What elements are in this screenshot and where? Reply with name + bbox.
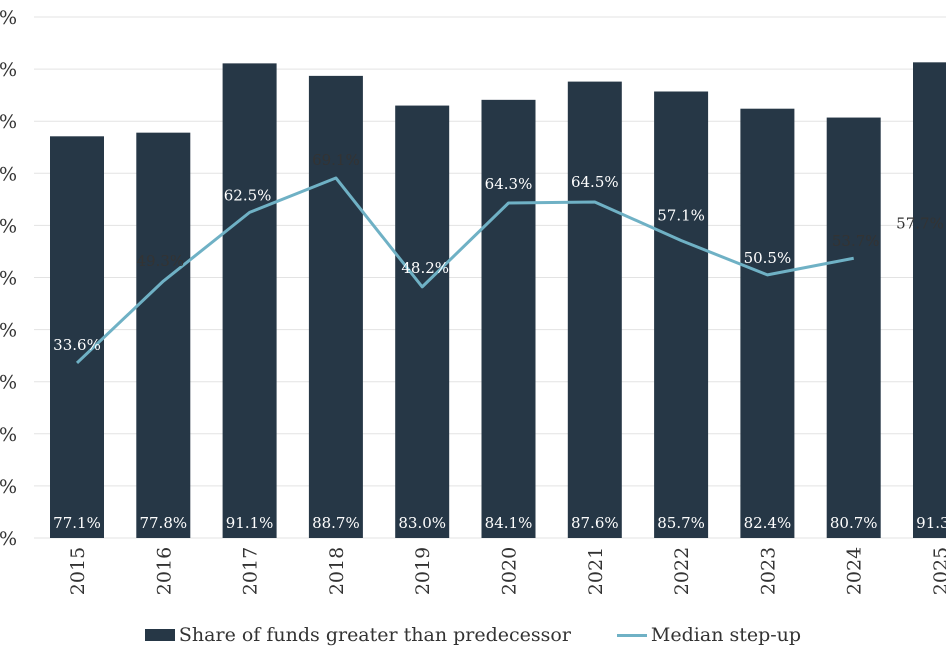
bar-data-labels: 77.1% 77.8% 91.1% 88.7% 83.0% 84.1% 87.6% 85.7%… (53, 514, 946, 532)
legend-bar-label: Share of funds greater than predecessor (178, 624, 571, 646)
bar (567, 81, 622, 538)
bar-data-label: 84.1% (485, 514, 533, 532)
bar-data-label: 88.7% (312, 514, 360, 532)
bar-data-label: 77.1% (53, 514, 101, 532)
bar (136, 132, 191, 539)
legend-line-label: Median step-up (650, 624, 802, 646)
line-data-labels: 33.6% 49.3% 62.5% 69.1% 48.2% 64.3% 64.5% 57.1%… (53, 151, 944, 354)
bar (222, 63, 277, 539)
x-tick-label: 2024 (844, 547, 866, 595)
bar (913, 62, 946, 539)
line-data-label: 69.1% (312, 151, 360, 169)
line-series (75, 176, 854, 365)
bar (395, 105, 450, 538)
bar-data-label: 80.7% (830, 514, 878, 532)
bar-data-label: 91.3% (916, 514, 946, 532)
median-step-up-line (75, 176, 854, 365)
y-tick-label: % (0, 424, 17, 446)
bar-data-label: 85.7% (657, 514, 705, 532)
legend-line-swatch (616, 633, 647, 637)
y-tick-label: % (0, 528, 17, 550)
legend-item-line: Median step-up (616, 624, 802, 646)
bar (826, 117, 881, 538)
line-data-label: 57.7% (896, 214, 944, 232)
bar (308, 75, 363, 539)
x-axis-ticks: 2015 2016 2017 2018 2019 2020 2021 2022 2023 2024… (67, 547, 946, 595)
chart-svg: %%%%%%%%%%% 77.1% 77.8% 91.1% 88.7% 83.0% 84.… (0, 7, 946, 595)
y-axis-ticks: %%%%%%%%%%% (0, 7, 17, 550)
y-tick-label: % (0, 476, 17, 498)
y-tick-label: % (0, 320, 17, 342)
line-data-label: 48.2% (401, 259, 449, 277)
bar (740, 108, 795, 539)
line-data-label: 53.7% (832, 232, 880, 250)
y-tick-label: % (0, 59, 17, 81)
x-tick-label: 2025 (930, 547, 946, 595)
x-tick-label: 2023 (757, 547, 779, 595)
bar-data-label: 77.8% (139, 514, 187, 532)
y-tick-label: % (0, 7, 17, 29)
line-data-label: 49.3% (136, 252, 184, 270)
x-tick-label: 2019 (412, 547, 434, 595)
line-data-label: 64.5% (571, 173, 619, 191)
x-tick-label: 2022 (671, 547, 693, 595)
line-data-label: 57.1% (657, 207, 705, 225)
legend: Share of funds greater than predecessor … (0, 620, 946, 650)
line-data-label: 62.5% (224, 186, 272, 204)
bar-data-label: 91.1% (226, 514, 274, 532)
bar (654, 91, 709, 539)
x-tick-label: 2016 (153, 547, 175, 595)
bar-data-label: 82.4% (744, 514, 792, 532)
y-tick-label: % (0, 163, 17, 185)
x-tick-label: 2015 (67, 547, 89, 595)
line-data-label: 50.5% (744, 249, 792, 267)
line-data-label: 64.3% (485, 175, 533, 193)
bar (50, 136, 104, 538)
legend-item-bar: Share of funds greater than predecessor (144, 624, 571, 646)
bar (481, 99, 536, 539)
x-tick-label: 2020 (499, 547, 521, 595)
legend-bar-swatch (144, 629, 175, 641)
x-tick-label: 2017 (240, 547, 262, 595)
bar-series (50, 62, 946, 539)
y-tick-label: % (0, 215, 17, 237)
x-tick-label: 2018 (326, 547, 348, 595)
x-tick-label: 2021 (585, 547, 607, 595)
line-data-label: 33.6% (53, 336, 101, 354)
y-tick-label: % (0, 372, 17, 394)
bar-data-label: 83.0% (398, 514, 446, 532)
y-tick-label: % (0, 268, 17, 290)
bar-data-label: 87.6% (571, 514, 619, 532)
y-tick-label: % (0, 111, 17, 133)
